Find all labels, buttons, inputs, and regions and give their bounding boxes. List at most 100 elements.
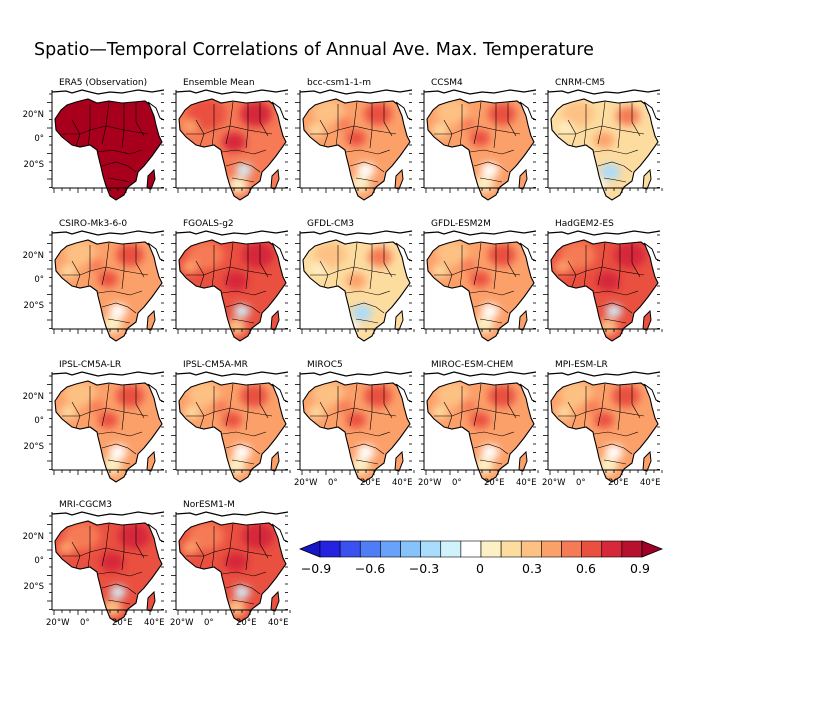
lon-tick-label: 0° <box>452 478 462 488</box>
panel-title: CSIRO-Mk3-6-0 <box>59 219 127 229</box>
map-panel: MIROC-ESM-CHEM 20°W 0° 20°E 40°E <box>418 360 539 488</box>
correlation-field <box>427 240 534 341</box>
map-panel: MPI-ESM-LR 20°W 0° 20°E 40°E <box>542 360 663 488</box>
colorbar-swatch <box>520 540 542 558</box>
colorbar-swatch <box>319 540 341 558</box>
lon-tick-label: 20°E <box>112 618 132 628</box>
lon-tick-label: 40°E <box>516 478 536 488</box>
country-borders <box>434 101 521 189</box>
country-borders <box>434 383 521 471</box>
country-borders <box>186 523 273 611</box>
lon-tick-label: 20°E <box>360 478 380 488</box>
lon-tick-label: 20°W <box>418 478 442 488</box>
panel-title: CNRM-CM5 <box>555 78 605 88</box>
lat-tick-label: 20°N <box>23 251 44 261</box>
colorbar-tick-label: 0.9 <box>630 561 650 576</box>
colorbar-swatch <box>621 540 643 558</box>
lat-tick-label: 0° <box>34 275 44 285</box>
country-borders <box>558 101 645 189</box>
lat-tick-label: 0° <box>34 416 44 426</box>
lat-tick-label: 20°S <box>24 582 44 592</box>
map-panel: GFDL-CM3 <box>295 219 415 342</box>
map-panel: MIROC5 20°W 0° 20°E 40°E <box>294 360 415 488</box>
colorbar-swatch <box>480 540 502 558</box>
lon-tick-label: 20°E <box>484 478 504 488</box>
country-borders <box>558 242 645 330</box>
lon-tick-label: 0° <box>328 478 338 488</box>
correlation-field <box>303 381 410 482</box>
correlation-field <box>303 99 410 200</box>
country-borders <box>558 383 645 471</box>
lon-tick-label: 20°W <box>542 478 566 488</box>
map-panel: MRI-CGCM3 20°N 0° 20°S 20°W 0° 20°E 40°E <box>23 500 167 628</box>
correlation-field <box>179 99 286 200</box>
lat-tick-label: 0° <box>34 556 44 566</box>
country-borders <box>434 242 521 330</box>
correlation-field <box>551 99 658 200</box>
map-panel: FGOALS-g2 <box>171 219 291 342</box>
country-borders <box>310 101 397 189</box>
colorbar-swatch <box>581 540 603 558</box>
lon-tick-label: 20°E <box>236 618 256 628</box>
correlation-field <box>55 381 162 482</box>
panel-title: IPSL-CM5A-LR <box>59 360 121 370</box>
panel-title: Ensemble Mean <box>183 78 255 88</box>
colorbar-swatch <box>380 540 401 558</box>
correlation-field <box>55 240 162 341</box>
panel-title: CCSM4 <box>431 78 463 88</box>
map-panel: CCSM4 <box>419 78 539 201</box>
country-borders <box>62 523 149 611</box>
lon-tick-label: 0° <box>576 478 586 488</box>
country-borders <box>310 242 397 330</box>
colorbar-tick-label: −0.6 <box>355 561 385 576</box>
lon-tick-label: 0° <box>80 618 90 628</box>
colorbar-swatch <box>359 540 381 558</box>
map-panel: NorESM1-M 20°W 0° 20°E 40°E <box>170 500 291 628</box>
map-panel: bcc-csm1-1-m <box>295 78 415 201</box>
map-panel: ERA5 (Observation) 20°N 0° 20°S <box>23 78 167 201</box>
lat-tick-label: 20°S <box>24 301 44 311</box>
panel-title: NorESM1-M <box>183 500 235 510</box>
country-borders <box>62 242 149 330</box>
lat-tick-label: 20°N <box>23 392 44 402</box>
lon-tick-label: 20°W <box>294 478 318 488</box>
lat-tick-label: 20°S <box>24 160 44 170</box>
correlation-field <box>551 240 658 341</box>
colorbar: −0.9 −0.6 −0.3 0 0.3 0.6 0.9 <box>298 540 664 576</box>
panel-title: MPI-ESM-LR <box>555 360 608 370</box>
lon-tick-label: 20°E <box>608 478 628 488</box>
map-panel: IPSL-CM5A-MR <box>171 360 291 483</box>
map-panel: CNRM-CM5 <box>543 78 663 201</box>
lat-tick-label: 20°N <box>23 110 44 120</box>
colorbar-tick-label: −0.3 <box>409 561 439 576</box>
country-borders <box>62 383 149 471</box>
lon-tick-label: 20°W <box>46 618 70 628</box>
correlation-field <box>303 240 410 341</box>
panel-title: GFDL-ESM2M <box>431 219 491 229</box>
country-borders <box>310 383 397 471</box>
panel-title: ERA5 (Observation) <box>59 78 147 88</box>
colorbar-swatch <box>500 540 522 558</box>
country-borders <box>62 101 149 189</box>
colorbar-tick-label: −0.9 <box>301 561 331 576</box>
colorbar-swatch <box>601 540 623 558</box>
panel-title: FGOALS-g2 <box>183 219 234 229</box>
panel-title: bcc-csm1-1-m <box>307 78 371 88</box>
lon-tick-label: 40°E <box>144 618 164 628</box>
country-borders <box>186 242 273 330</box>
panel-title: MRI-CGCM3 <box>59 500 112 510</box>
colorbar-over-triangle <box>641 540 664 558</box>
lon-tick-label: 20°W <box>170 618 194 628</box>
colorbar-swatch <box>339 540 361 558</box>
lon-tick-label: 40°E <box>268 618 288 628</box>
correlation-field <box>551 381 658 482</box>
correlation-field <box>55 99 162 200</box>
correlation-field <box>179 240 286 341</box>
correlation-field <box>427 99 534 200</box>
map-panel: Ensemble Mean <box>171 78 291 201</box>
map-panel: IPSL-CM5A-LR 20°N 0° 20°S <box>23 360 167 483</box>
lat-tick-label: 0° <box>34 134 44 144</box>
country-borders <box>186 383 273 471</box>
colorbar-tick-label: 0.3 <box>522 561 542 576</box>
